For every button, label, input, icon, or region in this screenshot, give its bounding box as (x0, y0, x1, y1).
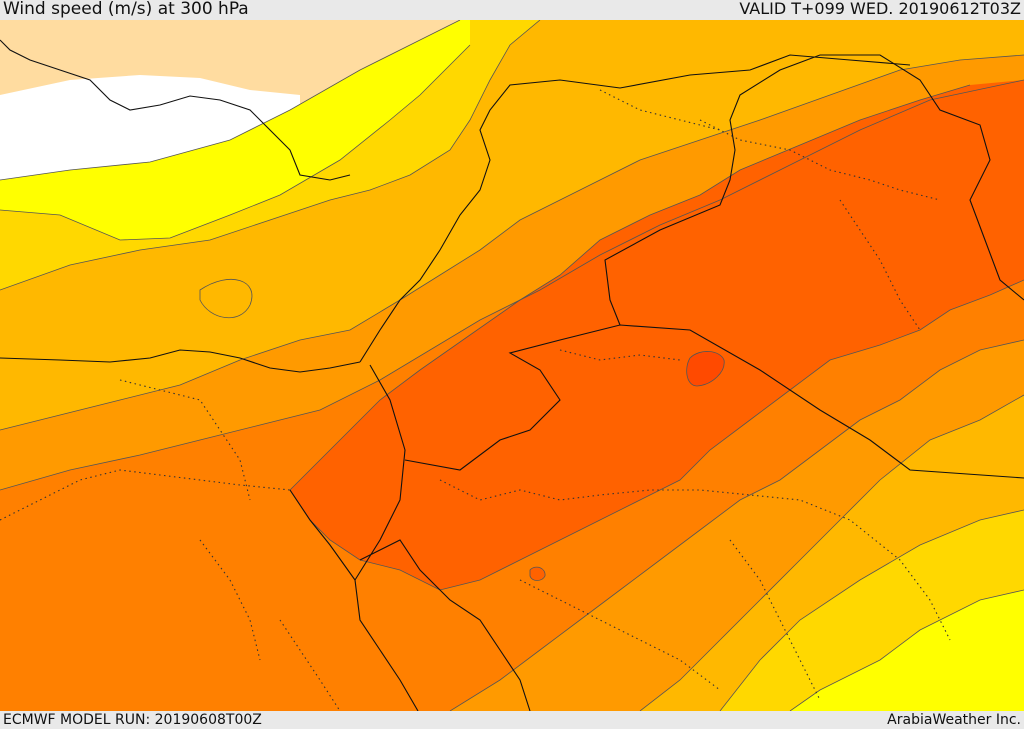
admin-boundaries (0, 89, 951, 711)
wind-max-core (686, 351, 725, 387)
header-bar: Wind speed (m/s) at 300 hPa VALID T+099 … (0, 0, 1024, 22)
band-red-orange (290, 80, 1024, 590)
map-title: Wind speed (m/s) at 300 hPa (3, 0, 249, 19)
credit-text: ArabiaWeather Inc. (887, 712, 1021, 728)
footer-bar: ECMWF MODEL RUN: 20190608T00Z ArabiaWeat… (0, 711, 1024, 729)
wind-speed-map (0, 20, 1024, 711)
valid-time: VALID T+099 WED. 20190612T03Z (739, 0, 1021, 18)
borders (0, 39, 1024, 711)
small-core (529, 566, 546, 581)
model-run: ECMWF MODEL RUN: 20190608T00Z (3, 712, 262, 728)
contour-lines (0, 20, 1024, 711)
